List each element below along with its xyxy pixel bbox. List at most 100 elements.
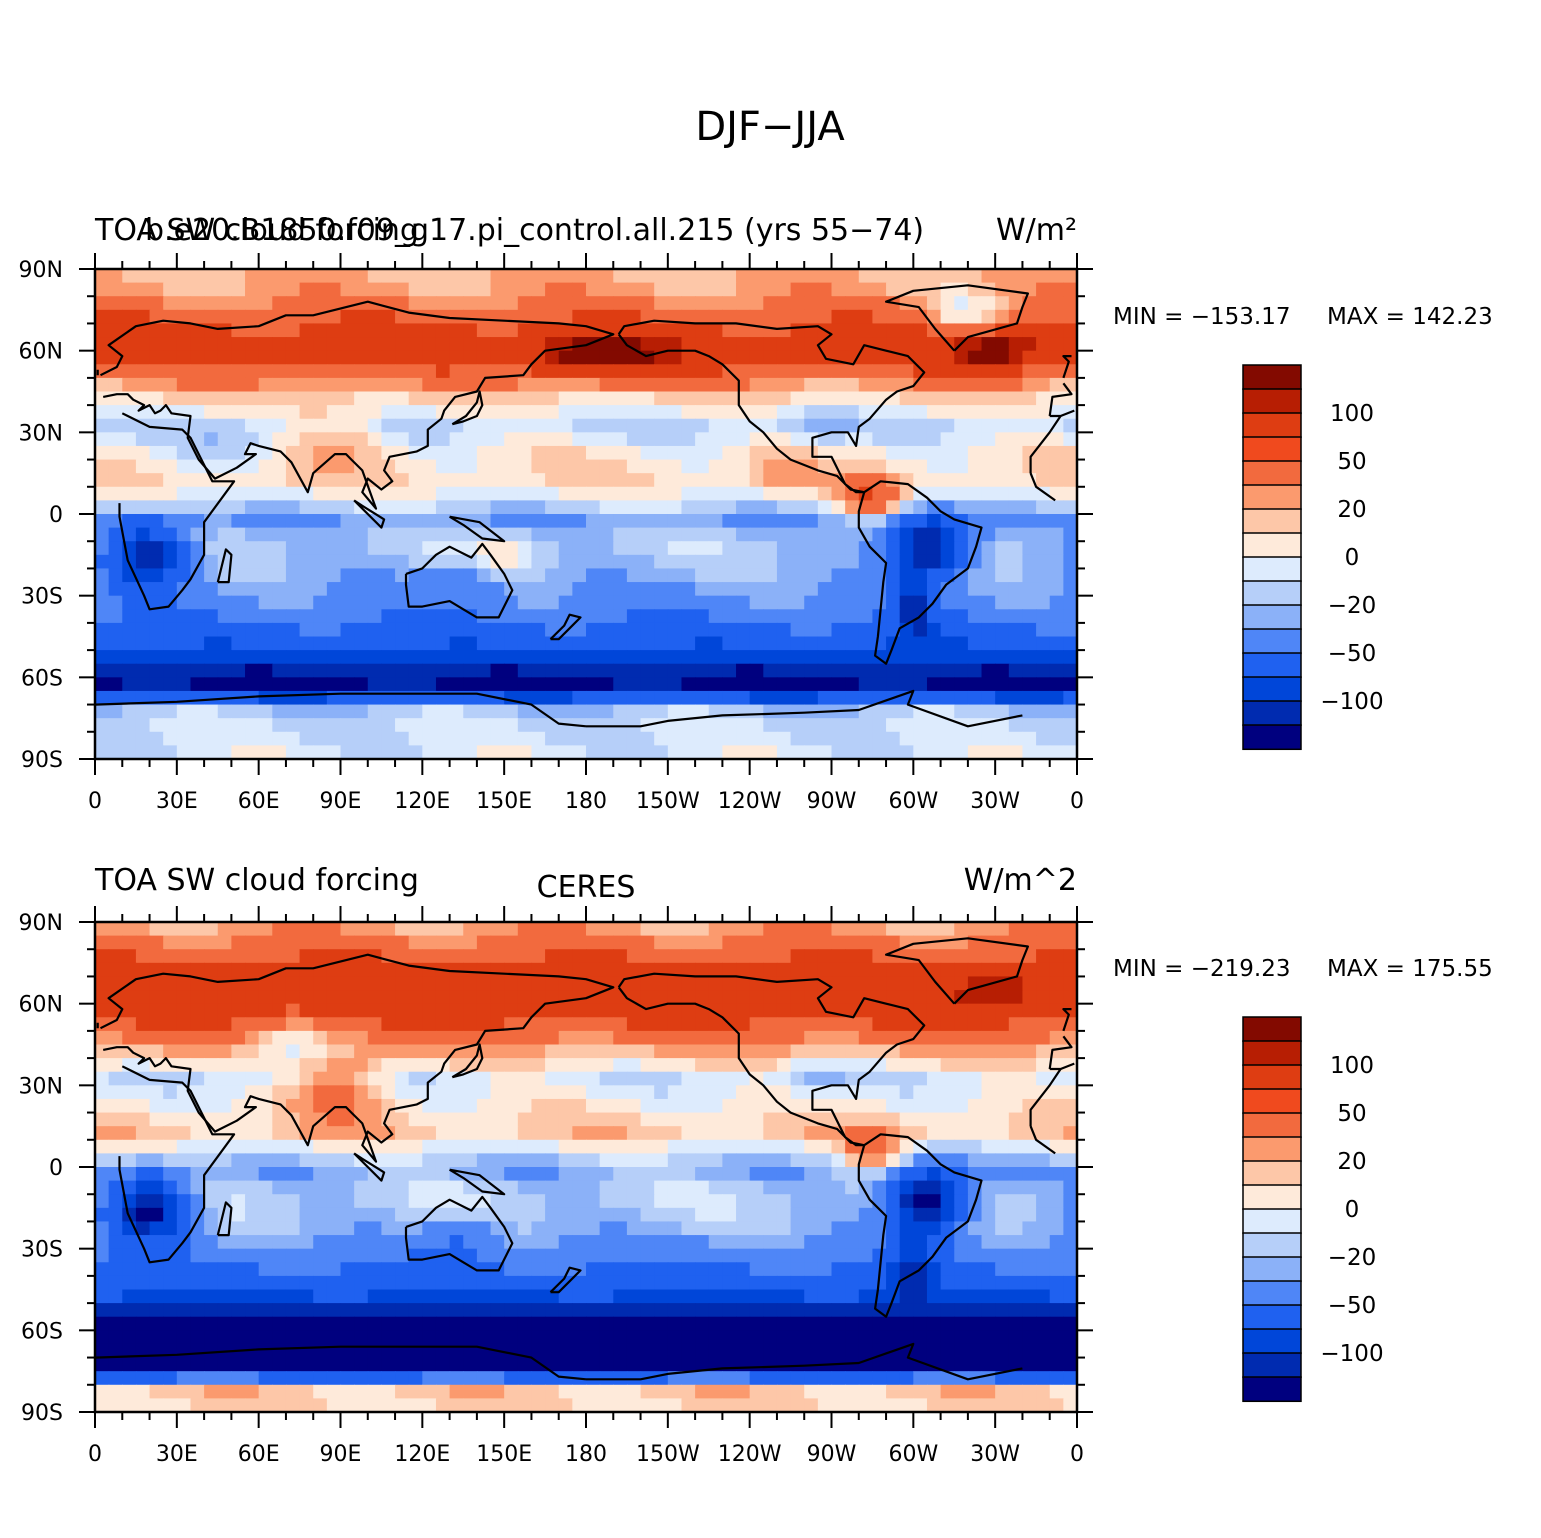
grid-cell <box>558 731 573 746</box>
grid-cell <box>354 269 369 284</box>
grid-cell <box>531 1058 546 1073</box>
grid-cell <box>995 459 1010 474</box>
grid-cell <box>367 527 383 542</box>
grid-cell <box>285 337 301 352</box>
grid-cell <box>572 677 587 692</box>
grid-cell <box>258 949 273 964</box>
grid-cell <box>954 704 969 719</box>
grid-cell <box>95 432 110 447</box>
grid-cell <box>1008 391 1024 406</box>
grid-cell <box>940 377 955 393</box>
grid-cell <box>1008 1003 1024 1018</box>
grid-cell <box>176 1017 192 1032</box>
grid-cell <box>245 418 260 433</box>
grid-cell <box>926 990 942 1005</box>
grid-cell <box>435 527 451 542</box>
grid-cell <box>272 1112 287 1127</box>
grid-cell <box>245 405 260 420</box>
grid-cell <box>272 459 287 474</box>
grid-cell <box>122 269 137 284</box>
grid-cell <box>245 990 260 1005</box>
grid-cell <box>1049 1235 1064 1250</box>
grid-cell <box>135 1085 151 1100</box>
grid-cell <box>558 582 573 597</box>
grid-cell <box>108 1248 123 1263</box>
grid-cell <box>940 1139 955 1154</box>
grid-cell <box>1022 337 1037 352</box>
grid-cell <box>831 364 846 379</box>
grid-cell <box>790 1275 805 1291</box>
grid-cell <box>1022 1207 1037 1223</box>
grid-cell <box>586 636 601 651</box>
grid-cell <box>1036 1235 1051 1250</box>
grid-cell <box>872 1194 887 1209</box>
grid-cell <box>1036 282 1051 297</box>
grid-cell <box>504 1180 519 1195</box>
grid-cell <box>817 269 833 284</box>
grid-cell <box>681 391 696 406</box>
grid-cell <box>108 1180 123 1195</box>
grid-cell <box>135 949 151 964</box>
grid-cell <box>258 514 273 529</box>
grid-cell <box>708 568 723 583</box>
grid-cell <box>899 445 914 461</box>
grid-cell <box>967 1275 983 1291</box>
grid-cell <box>463 650 478 665</box>
grid-cell <box>258 500 273 515</box>
grid-cell <box>817 309 833 325</box>
grid-cell <box>708 1248 723 1263</box>
grid-cell <box>435 1303 451 1318</box>
grid-cell <box>231 1248 246 1263</box>
grid-cell <box>435 1017 451 1032</box>
grid-cell <box>531 622 546 638</box>
grid-cell <box>845 337 860 352</box>
grid-cell <box>558 527 573 542</box>
grid-cell <box>626 541 642 556</box>
grid-cell <box>313 296 328 311</box>
grid-cell <box>354 731 369 746</box>
grid-cell <box>190 391 205 406</box>
grid-cell <box>517 1194 533 1209</box>
grid-cell <box>831 1303 846 1318</box>
grid-cell <box>926 622 942 638</box>
grid-cell <box>545 677 560 692</box>
grid-cell <box>326 976 342 991</box>
grid-cell <box>749 1180 764 1195</box>
grid-cell <box>245 364 260 379</box>
grid-cell <box>831 922 846 937</box>
grid-cell <box>517 582 533 597</box>
grid-cell <box>572 690 587 706</box>
grid-cell <box>858 445 874 461</box>
grid-cell <box>545 282 560 297</box>
grid-cell <box>736 976 751 991</box>
grid-cell <box>667 1194 683 1209</box>
grid-cell <box>667 650 683 665</box>
grid-cell <box>926 1126 942 1141</box>
grid-cell <box>749 269 764 284</box>
grid-cell <box>408 473 423 488</box>
grid-cell <box>149 269 164 284</box>
grid-cell <box>981 1085 996 1100</box>
grid-cell <box>749 1275 764 1291</box>
grid-cell <box>490 296 505 311</box>
grid-cell <box>435 1180 451 1195</box>
grid-cell <box>599 514 614 529</box>
grid-cell <box>463 1085 478 1100</box>
grid-cell <box>395 704 410 719</box>
grid-cell <box>804 269 819 284</box>
grid-cell <box>354 405 369 420</box>
grid-cell <box>272 1153 287 1168</box>
grid-cell <box>654 663 669 678</box>
grid-cell <box>572 1044 587 1059</box>
grid-cell <box>558 364 573 379</box>
grid-cell <box>640 1112 655 1127</box>
grid-cell <box>926 432 942 447</box>
grid-cell <box>817 1112 833 1127</box>
grid-cell <box>108 1058 123 1073</box>
grid-cell <box>926 650 942 665</box>
grid-cell <box>1049 1289 1064 1304</box>
grid-cell <box>517 922 533 937</box>
grid-cell <box>135 364 151 379</box>
grid-cell <box>940 962 955 978</box>
grid-cell <box>1008 1316 1024 1331</box>
